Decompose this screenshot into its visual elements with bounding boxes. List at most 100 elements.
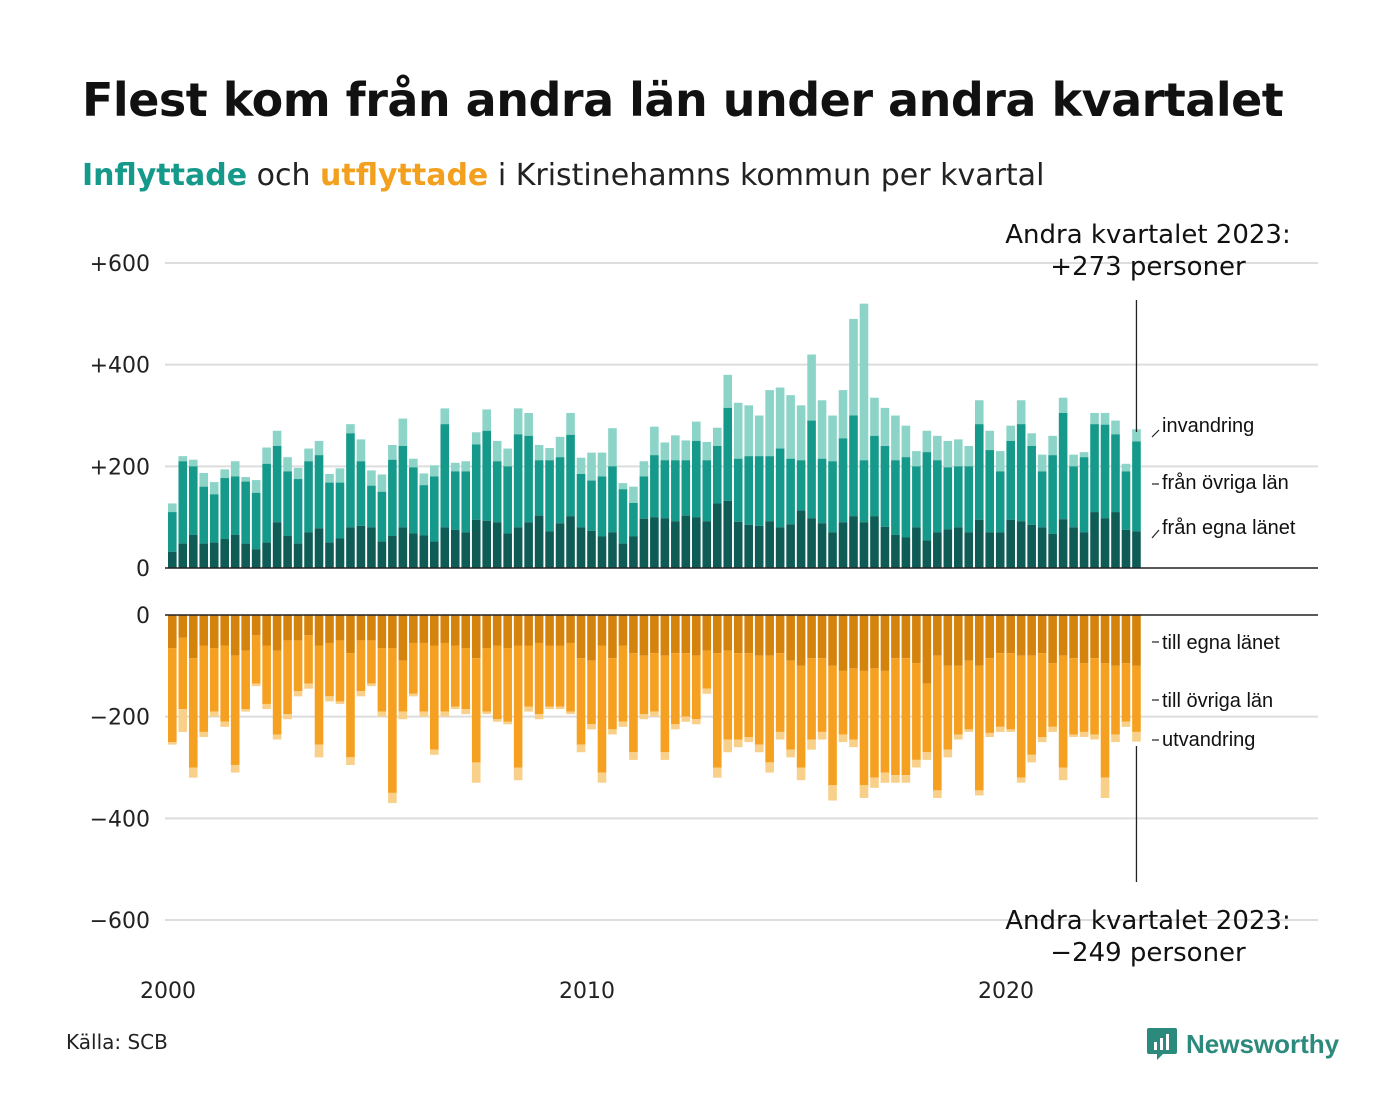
bar-in-own-county: [482, 520, 491, 568]
bar-out-other-county: [933, 655, 942, 791]
bar-out-other-county: [629, 653, 638, 753]
bar-in-other-county: [733, 458, 743, 522]
bar-out-other-county: [828, 665, 837, 786]
bar-out-other-county: [168, 648, 177, 743]
series-label-in: från övriga län: [1162, 472, 1289, 494]
bar-in-other-county: [608, 466, 617, 533]
bar-in-other-county: [335, 482, 345, 539]
bar-in-immigration: [796, 405, 806, 461]
bar-out-own-county: [545, 615, 554, 646]
bar-out-other-county: [251, 635, 261, 684]
bar-in-other-county: [671, 460, 680, 522]
bar-out-other-county: [398, 660, 408, 712]
bar-in-immigration: [891, 415, 900, 461]
bar-in-other-county: [849, 415, 858, 517]
bar-in-other-county: [597, 476, 607, 537]
bar-in-own-county: [964, 532, 974, 568]
bar-out-emigration: [524, 706, 533, 712]
bar-in-immigration: [849, 318, 858, 416]
bar-in-other-county: [943, 467, 953, 530]
bar-out-own-county: [1132, 615, 1141, 666]
bar-in-own-county: [639, 518, 649, 568]
bar-in-other-county: [377, 491, 387, 542]
bar-in-immigration: [681, 440, 691, 461]
bar-out-own-county: [178, 615, 188, 638]
bar-in-own-county: [954, 527, 963, 568]
bar-in-immigration: [1090, 412, 1099, 425]
bar-out-own-county: [555, 615, 565, 646]
bar-in-immigration: [1027, 433, 1036, 446]
bar-in-other-county: [346, 433, 355, 528]
bar-out-emigration: [1121, 721, 1131, 727]
bar-in-own-county: [335, 538, 345, 568]
bar-out-own-county: [681, 615, 691, 654]
bar-out-own-county: [283, 615, 292, 641]
bar-out-own-county: [1121, 615, 1131, 664]
bar-out-emigration: [293, 691, 303, 697]
bar-out-other-county: [692, 655, 701, 720]
bar-out-other-county: [723, 650, 733, 740]
bar-out-emigration: [712, 767, 722, 778]
subtitle-rest: i Kristinehamns kommun per kvartal: [497, 158, 1045, 193]
annotation-top-line2: +273 personer: [1050, 252, 1246, 282]
bar-in-immigration: [943, 440, 953, 468]
bar-in-own-county: [995, 532, 1005, 568]
bar-in-other-county: [209, 494, 219, 543]
bar-out-other-county: [754, 655, 764, 745]
bar-in-immigration: [870, 397, 879, 436]
bar-out-other-county: [786, 660, 795, 750]
bar-out-emigration: [692, 719, 701, 725]
bar-in-own-county: [419, 535, 429, 568]
bar-in-other-county: [241, 481, 250, 544]
bar-out-emigration: [912, 759, 921, 768]
bar-in-own-county: [293, 543, 303, 568]
bar-in-immigration: [692, 421, 701, 441]
bar-out-other-county: [430, 645, 439, 750]
brand-logo: Newsworthy: [1146, 1024, 1339, 1064]
bar-out-own-county: [650, 615, 659, 654]
bar-out-other-county: [1121, 663, 1131, 722]
bar-out-own-county: [471, 615, 481, 659]
bar-out-other-county: [293, 640, 303, 692]
bar-in-own-county: [849, 516, 858, 568]
bar-out-other-county: [440, 642, 450, 712]
bar-out-own-county: [597, 615, 607, 646]
bar-in-own-county: [230, 534, 240, 568]
bar-out-other-county: [1132, 665, 1141, 732]
bar-in-other-county: [1027, 446, 1036, 525]
bar-out-other-county: [576, 658, 586, 745]
bar-in-immigration: [933, 435, 942, 461]
bar-in-own-county: [545, 531, 554, 568]
bar-in-immigration: [513, 408, 523, 435]
bar-out-other-county: [534, 642, 544, 715]
bar-in-other-county: [985, 450, 995, 533]
bar-out-emigration: [650, 711, 659, 717]
bar-in-own-county: [859, 522, 869, 568]
bar-in-other-county: [325, 482, 334, 543]
bar-out-other-county: [1069, 658, 1078, 735]
bar-out-other-county: [409, 642, 418, 694]
bar-out-emigration: [209, 711, 219, 717]
bar-in-own-county: [262, 542, 271, 568]
bar-in-other-county: [660, 460, 670, 519]
bar-out-other-county: [618, 645, 628, 722]
bar-out-own-county: [262, 615, 271, 646]
bar-out-other-county: [744, 653, 753, 737]
bar-in-own-county: [1090, 512, 1099, 568]
bar-out-emigration: [933, 790, 942, 798]
bar-in-other-county: [576, 473, 586, 528]
bar-in-other-county: [587, 480, 596, 531]
bar-in-immigration: [325, 473, 334, 483]
bar-out-emigration: [398, 711, 408, 720]
bar-in-other-county: [1006, 440, 1015, 520]
bar-in-own-county: [702, 521, 712, 568]
bar-out-other-county: [450, 645, 460, 707]
bar-out-other-county: [765, 655, 774, 763]
bar-out-own-county: [912, 615, 921, 664]
bar-out-own-county: [1058, 615, 1068, 656]
bar-in-immigration: [168, 503, 177, 513]
bar-out-other-county: [597, 645, 607, 773]
bar-out-emigration: [807, 739, 816, 750]
bar-in-own-county: [283, 535, 292, 568]
bar-out-own-county: [482, 615, 491, 649]
